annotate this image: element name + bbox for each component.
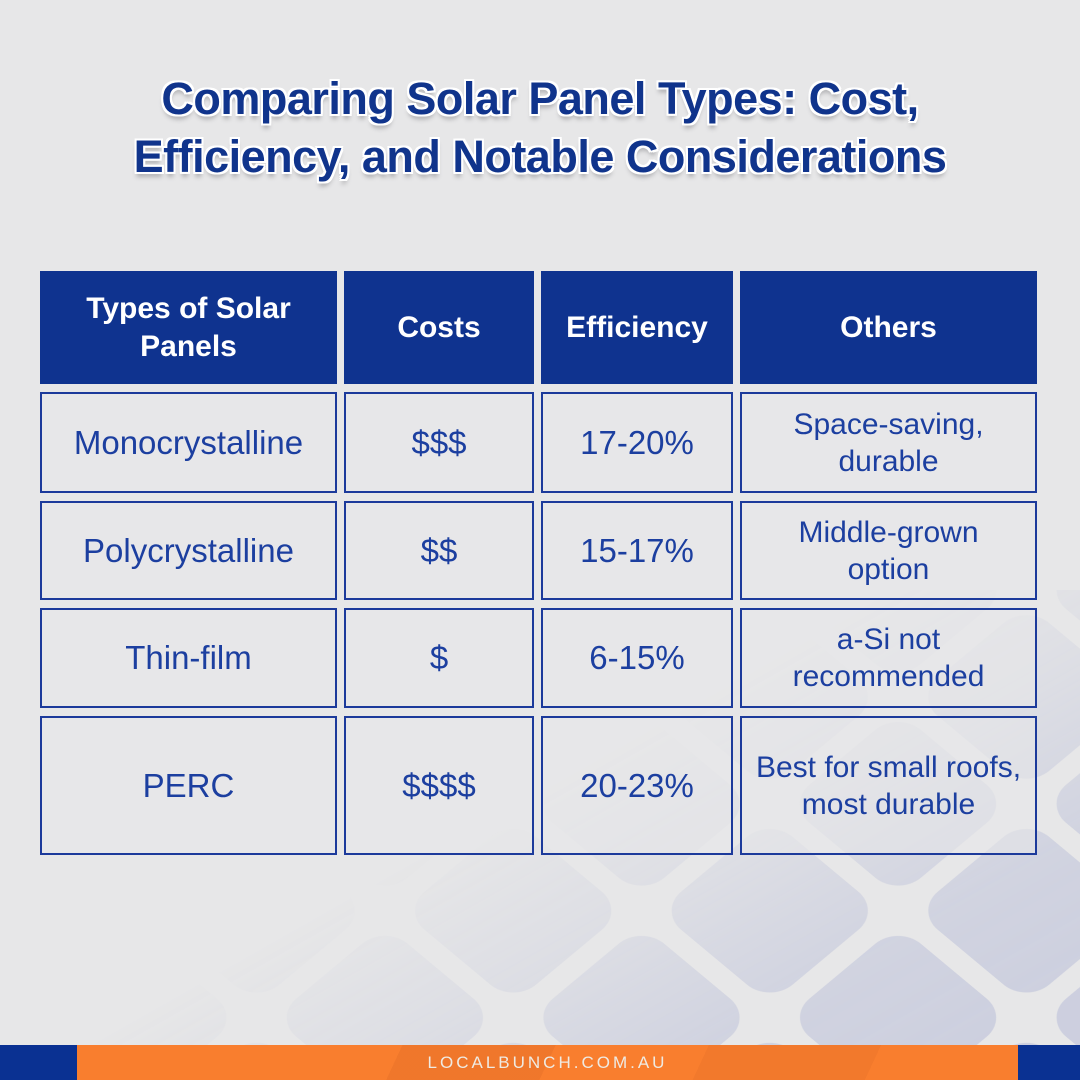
cell-row0-cost: $$$ — [344, 392, 534, 493]
footer-bar: LOCALBUNCH.COM.AU — [0, 1045, 1080, 1080]
col-header-others: Others — [740, 271, 1037, 384]
footer-corner-left — [0, 1045, 77, 1080]
footer-corner-right — [1018, 1045, 1080, 1080]
col-header-types: Types of Solar Panels — [40, 271, 337, 384]
footer-website: LOCALBUNCH.COM.AU — [427, 1052, 668, 1072]
cell-row0-type: Monocrystalline — [40, 392, 337, 493]
cell-row1-type: Polycrystalline — [40, 501, 337, 600]
cell-row1-cost: $$ — [344, 501, 534, 600]
cell-row1-others: Middle-grown option — [740, 501, 1037, 600]
cell-row3-type: PERC — [40, 716, 337, 855]
cell-row3-others: Best for small roofs, most durable — [740, 716, 1037, 855]
cell-row2-efficiency: 6-15% — [541, 608, 733, 708]
cell-row0-efficiency: 17-20% — [541, 392, 733, 493]
page-title-line1: Comparing Solar Panel Types: Cost, — [161, 73, 919, 124]
cell-row3-cost: $$$$ — [344, 716, 534, 855]
cell-row2-cost: $ — [344, 608, 534, 708]
cell-row2-others: a-Si not recommended — [740, 608, 1037, 708]
cell-row0-others: Space-saving, durable — [740, 392, 1037, 493]
page-title: Comparing Solar Panel Types: Cost, Effic… — [0, 70, 1080, 186]
comparison-table: Types of Solar Panels Costs Efficiency O… — [40, 271, 1037, 855]
cell-row2-type: Thin-film — [40, 608, 337, 708]
page-title-line2: Efficiency, and Notable Considerations — [133, 131, 947, 182]
cell-row1-efficiency: 15-17% — [541, 501, 733, 600]
col-header-costs: Costs — [344, 271, 534, 384]
col-header-efficiency: Efficiency — [541, 271, 733, 384]
cell-row3-efficiency: 20-23% — [541, 716, 733, 855]
footer-orange-band: LOCALBUNCH.COM.AU — [77, 1045, 1018, 1080]
